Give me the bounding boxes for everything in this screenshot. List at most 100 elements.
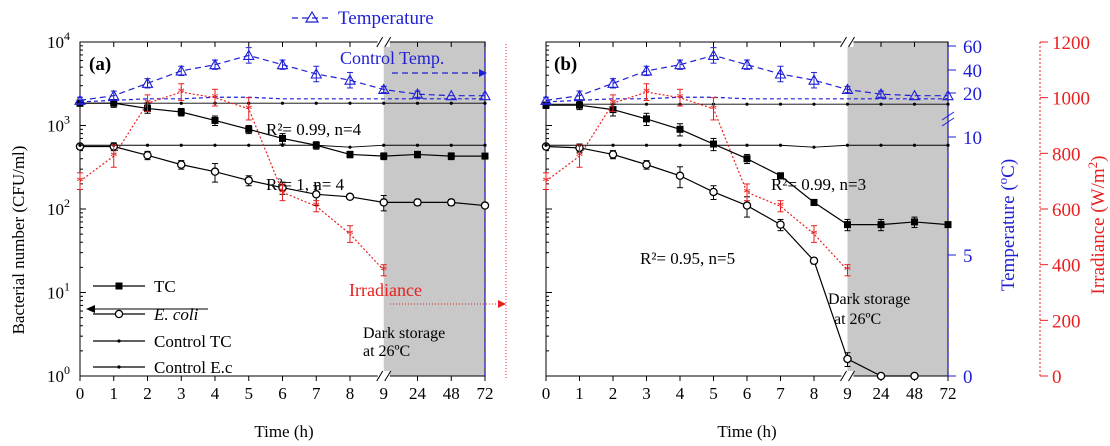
point-marker <box>415 101 420 105</box>
annotation: R²= 0.99, n=3 <box>771 175 866 194</box>
point-marker <box>175 64 188 76</box>
x-tick-label: 1 <box>575 384 584 403</box>
point-marker <box>481 152 489 160</box>
annotation: Irradiance <box>349 280 422 300</box>
panel-b-irradiance-axis-label: Irradiance (W/m2) <box>1085 156 1109 295</box>
point-marker <box>777 172 784 180</box>
point-marker <box>112 101 116 105</box>
axis-break-mark <box>384 36 392 48</box>
point-marker: * <box>844 263 852 279</box>
annotation: Dark storage <box>828 291 910 308</box>
panel-a-x-axis-label: Time (h) <box>254 422 313 441</box>
point-marker <box>843 354 852 364</box>
point-marker <box>540 94 552 105</box>
point-marker <box>877 221 885 229</box>
point-marker <box>944 221 952 229</box>
point-marker <box>808 74 820 85</box>
top-legend: Temperature <box>292 8 434 29</box>
point-marker <box>911 218 918 226</box>
point-marker: * <box>110 149 118 165</box>
temperature-tick-label: 60 <box>963 37 982 58</box>
point-marker <box>141 77 154 88</box>
point-marker <box>745 102 749 106</box>
x-tick-label: 1 <box>110 384 119 403</box>
point-marker <box>741 58 753 70</box>
point-marker <box>841 83 854 95</box>
point-marker <box>414 150 421 158</box>
point-marker: * <box>380 263 388 279</box>
y-tick-label: 101 <box>47 280 70 303</box>
point-marker <box>946 102 950 106</box>
x-tick-label: 7 <box>312 384 321 403</box>
axis-break-mark <box>840 370 847 382</box>
point-marker <box>107 89 120 101</box>
point-marker <box>483 101 487 105</box>
panel-a: 0 1 2 3 4 5 6 7 8 9 24 48 72 100 101 102 103 104 * * * * * * * * *… <box>47 29 507 403</box>
x-tick-label: 24 <box>873 384 891 403</box>
axis-break-mark <box>848 370 855 382</box>
point-marker <box>176 160 186 169</box>
x-tick-label: 8 <box>346 384 355 403</box>
axis-break-mask <box>841 37 854 47</box>
point-marker: * <box>710 102 718 118</box>
point-marker <box>879 143 883 147</box>
point-marker <box>346 150 354 158</box>
point-marker <box>247 143 251 147</box>
temperature-tick-label: 5 <box>963 246 973 267</box>
annotation: at 26ºC <box>363 343 410 360</box>
point-marker <box>608 150 618 159</box>
legend-marker <box>117 365 121 369</box>
irradiance-tick-label: 1000 <box>1052 89 1090 110</box>
irradiance-tick-label: 400 <box>1052 256 1081 277</box>
temperature-axis-arrowhead <box>479 69 487 77</box>
point-marker <box>573 89 586 101</box>
x-tick-label: 9 <box>843 384 852 403</box>
point-marker <box>213 143 217 147</box>
point-marker <box>544 143 548 147</box>
point-marker: * <box>211 91 219 107</box>
x-tick-label: 0 <box>542 384 551 403</box>
panel-a-y-axis-label: Bacterial number (CFU/ml) <box>9 146 28 335</box>
point-marker <box>449 143 453 147</box>
x-tick-label: 2 <box>609 384 618 403</box>
point-marker <box>377 83 390 95</box>
x-tick-label: 5 <box>709 384 718 403</box>
point-marker <box>209 58 221 70</box>
point-marker <box>483 143 487 147</box>
axis-break-mark <box>376 370 384 382</box>
point-marker <box>778 143 783 147</box>
point-marker <box>910 371 919 381</box>
point-marker: * <box>643 85 651 101</box>
point-marker <box>411 88 424 99</box>
point-marker: * <box>178 85 186 101</box>
point-marker <box>143 151 152 160</box>
x-tick-label: 6 <box>278 384 287 403</box>
point-marker <box>179 101 183 105</box>
point-marker <box>946 143 950 147</box>
point-marker <box>674 58 686 70</box>
point-marker <box>415 143 420 147</box>
point-marker: * <box>279 185 287 201</box>
point-marker <box>78 143 82 147</box>
point-marker: * <box>346 227 354 243</box>
point-marker <box>644 102 649 106</box>
point-marker <box>812 102 816 106</box>
temperature-legend-marker <box>304 10 320 23</box>
point-marker <box>611 143 615 147</box>
point-marker <box>942 89 954 101</box>
axis-break-mark <box>848 36 855 48</box>
point-marker <box>676 125 684 133</box>
point-marker <box>678 143 682 147</box>
panel-b: 0 1 2 3 4 5 6 7 8 9 24 48 72 * * * * * * * * * * R²= 0.99, n=3 R… <box>540 33 1090 403</box>
irradiance-tick-label: 0 <box>1052 367 1062 388</box>
irradiance-axis-arrowhead <box>498 300 506 308</box>
point-marker <box>245 125 253 133</box>
legend-label: TC <box>154 277 176 296</box>
axis-break-mask <box>377 371 390 381</box>
x-tick-label: 24 <box>409 384 427 403</box>
point-marker <box>279 134 286 142</box>
point-marker: * <box>777 199 785 215</box>
y-tick-label: 102 <box>47 196 70 219</box>
axis-break-mark <box>384 370 392 382</box>
x-tick-label: 6 <box>743 384 752 403</box>
